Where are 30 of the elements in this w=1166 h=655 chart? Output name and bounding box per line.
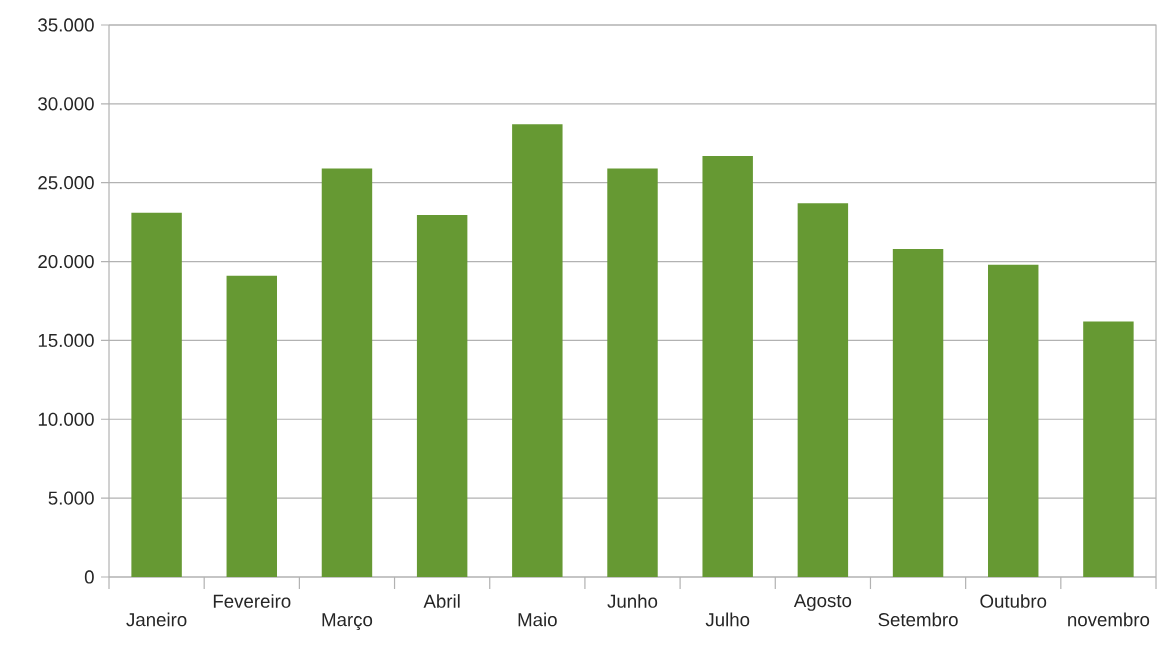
bar	[321, 168, 373, 577]
y-tick-label: 30.000	[38, 97, 94, 111]
bar	[416, 215, 468, 577]
x-tick-label: Janeiro	[126, 612, 187, 627]
x-tick-label: novembro	[1068, 612, 1150, 627]
x-tick-label: Março	[322, 613, 373, 631]
x-tick-label: Setembro	[878, 612, 958, 627]
bar	[892, 248, 944, 577]
bar	[512, 124, 563, 577]
y-tick-label: 35.000	[38, 18, 94, 32]
x-tick-label: Junho	[607, 594, 658, 608]
x-tick-label: Abril	[423, 594, 460, 608]
bar	[131, 212, 182, 577]
y-tick-label: 10.000	[38, 412, 94, 426]
bar	[988, 264, 1039, 577]
y-tick-label: 15.000	[38, 333, 94, 348]
bar	[607, 168, 658, 577]
bar	[702, 155, 753, 577]
bar	[797, 203, 849, 577]
x-tick-label: Agosto	[793, 594, 852, 611]
y-tick-label: 0	[84, 570, 94, 584]
x-tick-label: Maio	[518, 612, 557, 627]
x-tick-label: Julho	[705, 612, 750, 627]
x-tick-label: Outubro	[980, 594, 1047, 608]
bar	[1083, 321, 1134, 577]
bar	[226, 275, 277, 577]
y-tick-label: 5.000	[48, 491, 94, 505]
x-tick-label: Fevereiro	[213, 594, 291, 608]
y-tick-label: 20.000	[38, 254, 94, 269]
y-tick-label: 25.000	[38, 176, 94, 190]
